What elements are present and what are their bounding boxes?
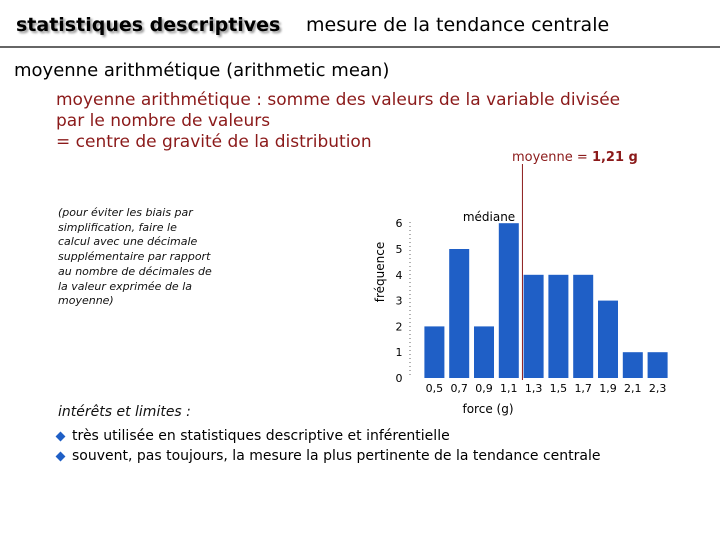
histogram-bar [573, 274, 594, 378]
y-tick-label: 0 [396, 372, 403, 385]
definition-text: moyenne arithmétique : somme des valeurs… [56, 90, 676, 153]
histogram-bar [523, 274, 544, 378]
y-axis-label: fréquence [373, 242, 387, 302]
x-tick-label: 1,3 [525, 382, 543, 395]
list-item: souvent, pas toujours, la mesure la plus… [55, 446, 600, 466]
slide-title: statistiques descriptives [16, 14, 281, 36]
x-tick-label: 1,5 [550, 382, 568, 395]
note-line: la valeur exprimée de la [58, 279, 192, 293]
mean-label: moyenne = 1,21 g [512, 150, 638, 165]
mean-label-value: 1,21 g [591, 150, 638, 165]
list-item-text: souvent, pas toujours, la mesure la plus… [72, 448, 601, 464]
y-tick-label: 5 [396, 243, 403, 256]
mean-label-prefix: moyenne = [512, 150, 592, 165]
list-item: très utilisée en statistiques descriptiv… [55, 426, 600, 446]
note-line: simplification, faire le [58, 220, 177, 234]
diamond-bullet-icon [55, 451, 66, 461]
rounding-note: (pour éviter les biais par simplificatio… [58, 206, 278, 309]
histogram-bar [474, 326, 494, 378]
header-divider [0, 46, 720, 48]
slide-header: statistiques descriptives mesure de la t… [0, 0, 720, 48]
x-tick-label: 1,9 [599, 382, 617, 395]
note-line: calcul avec une décimale [58, 235, 198, 249]
x-tick-label: 2,3 [649, 382, 667, 395]
y-tick-label: 1 [396, 346, 403, 359]
y-tick-label: 3 [396, 295, 403, 308]
histogram-bar [498, 223, 519, 378]
y-tick-label: 2 [396, 320, 403, 333]
definition-line-3: = centre de gravité de la distribution [56, 132, 372, 152]
note-line: au nombre de décimales de [58, 264, 212, 278]
median-label: médiane [463, 210, 515, 224]
histogram-bar [647, 352, 668, 378]
x-tick-label: 1,7 [574, 382, 592, 395]
diamond-bullet-icon [55, 431, 66, 441]
note-line: (pour éviter les biais par [58, 206, 193, 219]
y-tick-label: 4 [396, 269, 403, 282]
x-tick-label: 2,1 [624, 382, 642, 395]
slide-subtitle: mesure de la tendance centrale [306, 14, 610, 36]
section-heading: moyenne arithmétique (arithmetic mean) [14, 60, 390, 81]
histogram-bar [548, 274, 569, 378]
definition-line-1: moyenne arithmétique : somme des valeurs… [56, 90, 621, 110]
histogram-bar [449, 249, 470, 378]
y-tick-label: 6 [396, 217, 403, 230]
x-tick-label: 0,5 [426, 382, 444, 395]
interests-title: intérêts et limites : [58, 404, 191, 420]
histogram-bar [622, 352, 643, 378]
x-tick-label: 0,9 [475, 382, 493, 395]
histogram-bar [598, 300, 618, 378]
x-axis-label: force (g) [462, 402, 513, 416]
note-line: supplémentaire par rapport [58, 250, 211, 264]
interests-list: très utilisée en statistiques descriptiv… [55, 426, 600, 466]
definition-line-2: par le nombre de valeurs [56, 111, 271, 131]
list-item-text: très utilisée en statistiques descriptiv… [72, 428, 450, 444]
note-line: moyenne) [58, 294, 114, 308]
x-tick-label: 1,1 [500, 382, 518, 395]
x-tick-label: 0,7 [450, 382, 468, 395]
histogram-bar [424, 326, 445, 378]
